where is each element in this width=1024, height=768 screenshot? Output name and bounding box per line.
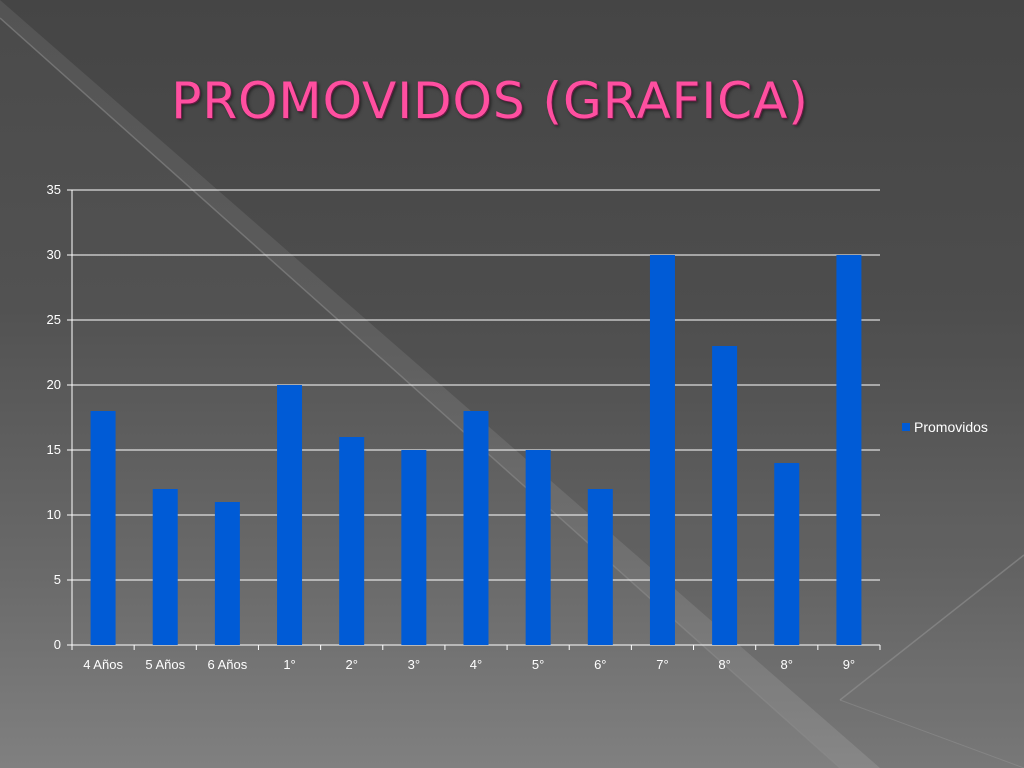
x-tick-label: 3° — [408, 657, 420, 672]
bar — [90, 411, 116, 645]
x-tick-label: 2° — [345, 657, 357, 672]
bar — [774, 463, 800, 645]
bar — [339, 437, 365, 645]
bar — [214, 502, 240, 645]
y-tick-label: 35 — [47, 182, 61, 197]
y-tick-label: 15 — [47, 442, 61, 457]
bar — [152, 489, 178, 645]
y-tick-label: 10 — [47, 507, 61, 522]
bar — [649, 255, 675, 645]
x-tick-label: 6 Años — [208, 657, 248, 672]
bar — [712, 346, 738, 645]
x-tick-label: 4 Años — [83, 657, 123, 672]
x-tick-labels: 4 Años 5 Años 6 Años 1° 2° 3° 4° 5° 6° 7° 8° 8° 9° — [83, 657, 855, 672]
y-tick-label: 25 — [47, 312, 61, 327]
x-tick-label: 4° — [470, 657, 482, 672]
bar — [401, 450, 427, 645]
x-tick-label: 1° — [283, 657, 295, 672]
legend-swatch — [902, 423, 910, 431]
x-tick-label: 8° — [781, 657, 793, 672]
bar — [525, 450, 551, 645]
x-tick-label: 8° — [718, 657, 730, 672]
bar — [463, 411, 489, 645]
y-tick-labels: 0 5 10 15 20 25 30 35 — [47, 182, 61, 652]
y-tick-label: 20 — [47, 377, 61, 392]
bar — [836, 255, 862, 645]
legend-label: Promovidos — [914, 419, 988, 435]
x-tick-label: 9° — [843, 657, 855, 672]
bar — [587, 489, 613, 645]
y-tick-label: 5 — [54, 572, 61, 587]
y-tick-label: 30 — [47, 247, 61, 262]
x-tick-label: 5° — [532, 657, 544, 672]
x-tick-label: 6° — [594, 657, 606, 672]
bars — [90, 255, 862, 645]
legend: Promovidos — [902, 419, 988, 435]
slide-title: PROMOVIDOS (GRAFICA) — [171, 72, 809, 130]
x-tick-label: 5 Años — [145, 657, 185, 672]
bar — [277, 385, 303, 645]
y-tick-label: 0 — [54, 637, 61, 652]
x-tick-label: 7° — [656, 657, 668, 672]
